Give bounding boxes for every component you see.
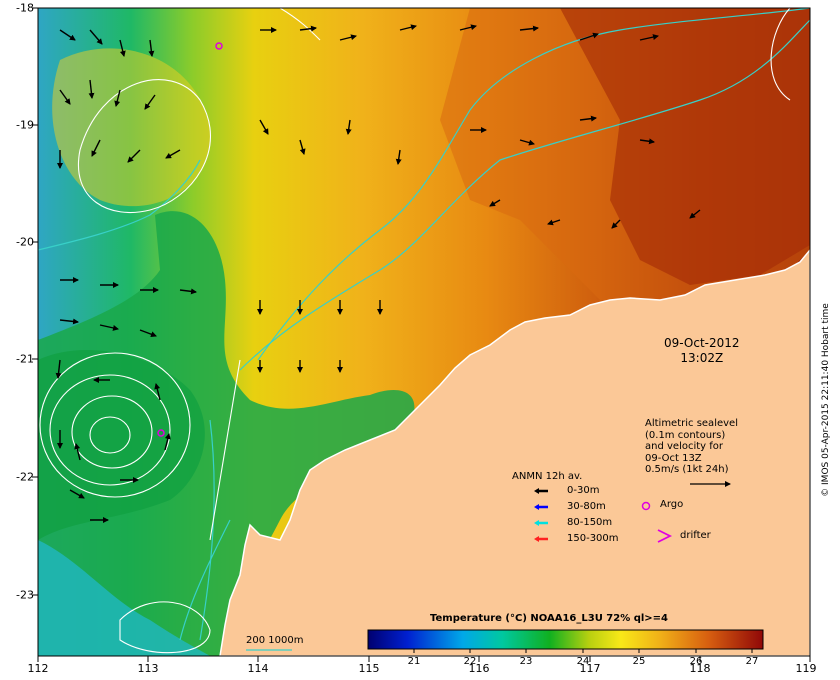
altimetry-line: 09-Oct 13Z [645, 452, 702, 464]
altimetry-line: (0.1m contours) [645, 429, 726, 441]
colorbar-tick-label: 21 [407, 656, 421, 667]
colorbar-tick-label: 27 [745, 656, 759, 667]
argo-marker [157, 429, 165, 437]
x-tick-label: 113 [137, 662, 159, 675]
x-tick-label: 116 [468, 662, 490, 675]
anmn-legend-label: 80-150m [567, 517, 613, 528]
anmn-legend-label: 0-30m [567, 485, 600, 496]
y-tick-label: -19 [16, 118, 34, 132]
altimetry-line: Altimetric sealevel [645, 418, 738, 429]
altimetry-line: 0.5m/s (1kt 24h) [645, 464, 729, 475]
y-tick-label: -23 [16, 588, 34, 602]
colorbar [367, 629, 764, 650]
y-tick-label: -18 [16, 1, 34, 15]
colorbar-tick-label: 25 [632, 656, 646, 667]
drifter-legend-label: drifter [680, 530, 711, 541]
y-tick-label: -20 [16, 235, 34, 249]
colorbar-tick-label: 23 [519, 656, 533, 667]
anmn-legend-arrows [534, 488, 548, 542]
altimetry-line: and velocity for [645, 441, 724, 452]
argo-marker [215, 42, 223, 50]
drifter-legend-symbol [657, 529, 673, 543]
date-line: 09-Oct-2012 [664, 336, 740, 350]
sst-field [38, 8, 810, 656]
time-line: 13:02Z [680, 351, 724, 365]
colorbar-tick-label: 26 [689, 656, 703, 667]
x-tick-label: 118 [689, 662, 711, 675]
colorbar-tick-label: 22 [463, 656, 477, 667]
y-tick-label: -21 [16, 352, 34, 366]
anmn-legend-label: 150-300m [567, 533, 619, 544]
x-tick-label: 114 [247, 662, 269, 675]
argo-legend-symbol [641, 501, 651, 511]
x-tick-label: 115 [358, 662, 380, 675]
credit-text: © IMOS 05-Apr-2015 22:11:40 Hobart time [820, 303, 831, 497]
colorbar-ticks [413, 649, 753, 653]
colorbar-title: Temperature (°C) NOAA16_L3U 72% ql>=4 [430, 613, 669, 624]
y-tick-label: -22 [16, 470, 34, 484]
colorbar-tick-label: 24 [576, 656, 590, 667]
plot-frame [37, 7, 811, 657]
anmn-legend-title: ANMN 12h av. [512, 471, 583, 482]
date-stamp: 09-Oct-2012 13:02Z [664, 336, 740, 366]
anmn-legend-label: 30-80m [567, 501, 606, 512]
isobath-legend-label: 200 1000m [246, 635, 304, 646]
x-tick-label: 117 [579, 662, 601, 675]
altimetry-note: Altimetric sealevel (0.1m contours) and … [645, 418, 738, 476]
x-tick-label: 112 [27, 662, 49, 675]
land-mass [219, 248, 810, 656]
argo-legend-label: Argo [660, 499, 684, 510]
x-tick-label: 119 [795, 662, 817, 675]
tick-marks [32, 7, 811, 662]
